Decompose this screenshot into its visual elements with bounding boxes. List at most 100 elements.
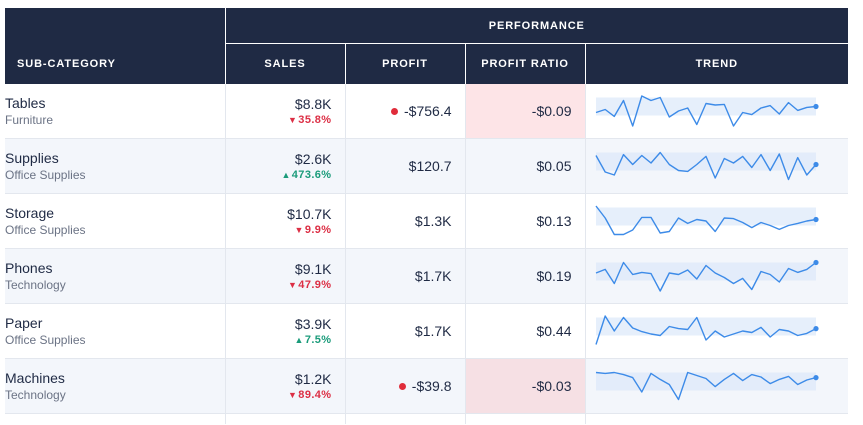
- trend-band: [595, 262, 816, 281]
- subcategory-name: Phones: [5, 259, 53, 276]
- profit-ratio-cell: $0.19: [464, 248, 585, 304]
- trend-band: [595, 372, 816, 391]
- trend-sparkline: [595, 259, 819, 292]
- trend-line: [594, 151, 817, 181]
- profit-ratio-value: $0.19: [536, 268, 572, 284]
- subcategory-cell: Tables Furniture: [5, 84, 225, 139]
- column-header-sales[interactable]: SALES: [224, 43, 345, 84]
- profit-value: -$39.8: [411, 378, 452, 394]
- table-row[interactable]: Machines Technology $1.2K ▼89.4% -$39.8 -$0.0…: [5, 358, 849, 414]
- subcategory-cell: Storage Office Supplies: [5, 193, 225, 249]
- category-name: Technology: [5, 277, 66, 292]
- profit-cell: $120.7: [344, 138, 465, 194]
- profit-ratio-cell: $0.05: [464, 138, 585, 194]
- table-body: Tables Furniture $8.8K ▼35.8% -$756.4 -$0.09 S…: [5, 84, 849, 425]
- subcategory-cell: Machines Technology: [5, 358, 225, 414]
- trend-end-point: [812, 326, 819, 332]
- arrow-down-icon: ▼: [287, 279, 298, 290]
- profit-ratio-value: -$0.03: [531, 378, 572, 394]
- profit-ratio-value: $0.05: [536, 158, 572, 174]
- negative-indicator-dot: [398, 383, 406, 390]
- category-name: Furniture: [5, 112, 54, 127]
- sales-delta-value: 7.5%: [304, 333, 332, 346]
- column-header-trend[interactable]: TREND: [584, 43, 849, 84]
- category-name: Office Supplies: [5, 167, 86, 182]
- table-row[interactable]: Supplies Office Supplies $2.6K ▲473.6% $120.…: [5, 138, 849, 194]
- trend-end-point: [812, 375, 819, 381]
- table-row[interactable]: Storage Office Supplies $10.7K ▼9.9% $1.3K $0…: [5, 193, 849, 249]
- sales-delta-value: 47.9%: [298, 278, 332, 291]
- profit-ratio-value: $0.44: [536, 323, 572, 339]
- table-row[interactable]: Tables Furniture $8.8K ▼35.8% -$756.4 -$0.09: [5, 84, 849, 139]
- table-row[interactable]: Paper Office Supplies $3.9K ▲7.5% $1.7K $0.44: [5, 303, 849, 359]
- column-header-profit-ratio[interactable]: PROFIT RATIO: [464, 43, 585, 84]
- empty-cell: [584, 413, 849, 424]
- sales-cell: $8.8K ▼35.8%: [224, 84, 345, 139]
- category-name: Office Supplies: [5, 332, 86, 347]
- trend-band: [595, 152, 816, 171]
- empty-cell: [344, 413, 465, 424]
- trend-end-point: [812, 103, 819, 110]
- sales-value: $9.1K: [294, 260, 332, 277]
- profit-value: -$756.4: [404, 103, 452, 119]
- profit-ratio-value: $0.13: [536, 213, 572, 229]
- trend-band: [595, 97, 816, 116]
- trend-sparkline: [594, 315, 819, 345]
- arrow-up-icon: ▲: [294, 334, 304, 345]
- profit-cell: -$756.4: [344, 84, 465, 139]
- sales-delta-value: 473.6%: [291, 168, 332, 181]
- column-header-subcategory[interactable]: SUB-CATEGORY: [5, 8, 225, 84]
- profit-value: $120.7: [408, 158, 452, 174]
- table-row-partial: [5, 413, 849, 425]
- subcategory-cell: Paper Office Supplies: [5, 303, 225, 359]
- sales-delta: ▲7.5%: [226, 333, 332, 348]
- empty-cell: [5, 414, 225, 425]
- sales-cell: $1.2K ▼89.4%: [224, 358, 345, 414]
- subcategory-name: Machines: [5, 369, 65, 386]
- trend-cell: [584, 84, 849, 139]
- sales-delta-value: 9.9%: [304, 223, 332, 236]
- subcategory-name: Paper: [5, 314, 43, 331]
- empty-cell: [224, 413, 345, 424]
- trend-line: [595, 95, 816, 127]
- sales-cell: $3.9K ▲7.5%: [224, 303, 345, 359]
- profit-value: $1.3K: [414, 213, 452, 229]
- sales-value: $2.6K: [294, 150, 332, 167]
- profit-value: $1.7K: [414, 268, 452, 284]
- empty-cell: [464, 413, 585, 424]
- sales-cell: $9.1K ▼47.9%: [224, 248, 345, 304]
- trend-sparkline: [595, 95, 819, 127]
- category-name: Technology: [5, 387, 66, 402]
- arrow-up-icon: ▲: [281, 169, 291, 180]
- sales-delta: ▼47.9%: [226, 278, 332, 293]
- trend-cell: [584, 248, 849, 304]
- profit-cell: $1.3K: [344, 193, 465, 249]
- arrow-down-icon: ▼: [287, 389, 298, 400]
- trend-line: [594, 205, 816, 236]
- arrow-down-icon: ▼: [287, 114, 298, 125]
- profit-ratio-cell: -$0.03: [464, 358, 585, 414]
- sales-value: $8.8K: [294, 95, 332, 112]
- arrow-down-icon: ▼: [294, 224, 304, 235]
- subcategory-cell: Supplies Office Supplies: [5, 138, 225, 194]
- sales-cell: $10.7K ▼9.9%: [224, 193, 345, 249]
- subcategory-name: Tables: [5, 94, 46, 111]
- profit-cell: -$39.8: [344, 358, 465, 414]
- profit-ratio-cell: $0.44: [464, 303, 585, 359]
- subcategory-name: Supplies: [5, 149, 59, 166]
- trend-line: [594, 315, 816, 345]
- sales-cell: $2.6K ▲473.6%: [224, 138, 345, 194]
- column-group-performance: PERFORMANCE: [224, 8, 849, 44]
- profit-value: $1.7K: [414, 323, 452, 339]
- trend-cell: [584, 303, 849, 359]
- profit-ratio-cell: -$0.09: [464, 84, 585, 139]
- table-row[interactable]: Phones Technology $9.1K ▼47.9% $1.7K $0.19: [5, 248, 849, 304]
- trend-end-point: [812, 259, 819, 266]
- trend-sparkline: [594, 151, 819, 181]
- profit-cell: $1.7K: [344, 303, 465, 359]
- column-header-profit[interactable]: PROFIT: [344, 43, 465, 84]
- sales-delta: ▲473.6%: [226, 168, 332, 183]
- trend-sparkline: [595, 371, 819, 401]
- trend-cell: [584, 193, 849, 249]
- sales-value: $3.9K: [294, 315, 332, 332]
